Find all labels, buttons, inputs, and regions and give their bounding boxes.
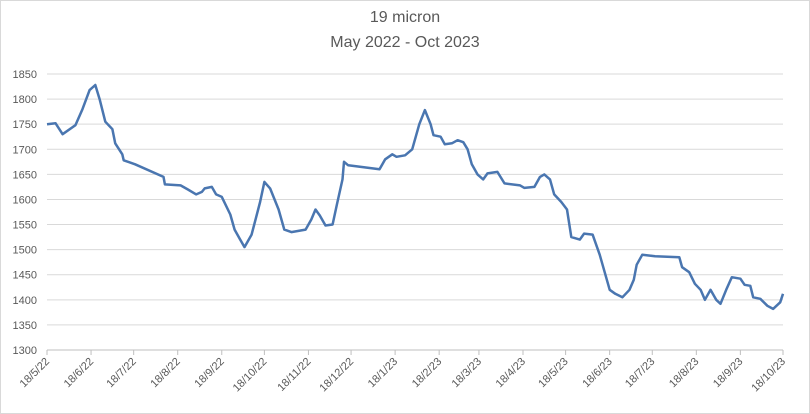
y-tick-label: 1700 [13,144,37,156]
y-tick-label: 1800 [13,94,37,106]
y-tick-label: 1850 [13,69,37,81]
chart-subtitle: May 2022 - Oct 2023 [330,34,480,51]
y-tick-label: 1500 [13,245,37,257]
y-tick-label: 1300 [13,345,37,357]
y-tick-label: 1400 [13,295,37,307]
chart-title: 19 micron [370,9,440,26]
y-tick-label: 1450 [13,270,37,282]
y-tick-label: 1650 [13,169,37,181]
y-tick-label: 1750 [13,119,37,131]
line-series [46,83,785,311]
y-tick-label: 1350 [13,320,37,332]
y-tick-label: 1550 [13,220,37,232]
y-tick-label: 1600 [13,194,37,206]
